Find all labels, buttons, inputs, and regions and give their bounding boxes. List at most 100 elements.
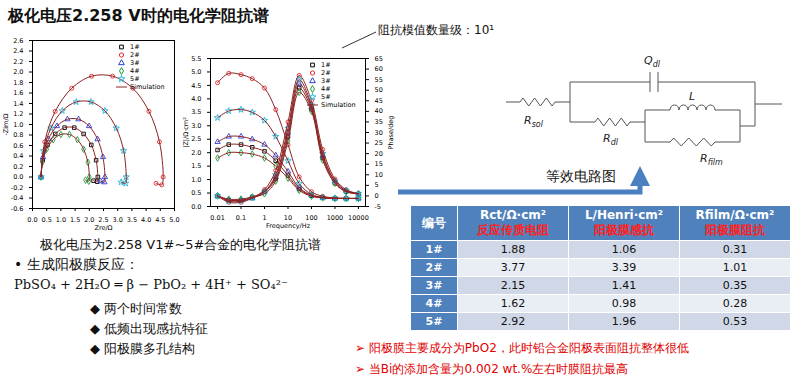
- svg-text:2.0: 2.0: [84, 216, 94, 224]
- html-text:极化电压2.258 V时的电化学阻抗谱: 极化电压2.258 V时的电化学阻抗谱: [8, 6, 269, 25]
- svg-text:-0.4: -0.4: [11, 194, 24, 202]
- svg-text:0.1: 0.1: [236, 214, 246, 222]
- svg-text:5: 5: [375, 181, 379, 189]
- svg-text:40: 40: [375, 107, 383, 115]
- svg-text:4.5: 4.5: [155, 216, 165, 224]
- html-text:➢ 阳极膜主要成分为PbO2，此时铅合金阳极表面阻抗整体很低: ➢ 阳极膜主要成分为PbO2，此时铅合金阳极表面阻抗整体很低: [355, 341, 689, 355]
- html-text:编号: 编号: [422, 215, 446, 230]
- svg-text:3.5: 3.5: [127, 216, 137, 224]
- html-text:1.88: 1.88: [500, 243, 526, 256]
- svg-text:1.8: 1.8: [13, 79, 23, 87]
- svg-text:5.0: 5.0: [191, 68, 201, 76]
- html-text:阳极膜感抗: 阳极膜感抗: [594, 223, 654, 237]
- svg-text:Qdl: Qdl: [644, 54, 661, 69]
- svg-text:Phase/deg: Phase/deg: [387, 116, 395, 150]
- svg-text:55: 55: [375, 76, 383, 84]
- svg-text:0.2: 0.2: [13, 163, 23, 171]
- svg-text:-0.6: -0.6: [11, 205, 24, 213]
- svg-text:2.4: 2.4: [13, 47, 23, 55]
- svg-text:0.01: 0.01: [210, 214, 224, 222]
- svg-text:Rfilm: Rfilm: [700, 152, 723, 167]
- svg-text:1#: 1#: [321, 61, 331, 69]
- svg-text:35: 35: [375, 118, 383, 126]
- svg-text:30: 30: [375, 129, 383, 137]
- html-text:PbSO₄ + 2H₂O ═ β − PbO₂ + 4H⁺: PbSO₄ + 2H₂O ═ β − PbO₂ + 4H⁺ + SO₄²⁻: [14, 277, 288, 292]
- svg-text:1.5: 1.5: [70, 216, 80, 224]
- svg-text:Zre/Ω: Zre/Ω: [94, 224, 112, 232]
- svg-text:5.0: 5.0: [169, 216, 179, 224]
- svg-text:-Zim/Ω: -Zim/Ω: [2, 113, 10, 135]
- html-text:阻抗模值数量级：10¹: 阻抗模值数量级：10¹: [378, 23, 495, 37]
- svg-text:4.5: 4.5: [191, 81, 201, 89]
- html-text:阳极膜阻抗: 阳极膜阻抗: [705, 223, 765, 237]
- svg-text:Simulation: Simulation: [130, 83, 165, 91]
- svg-text:2.0: 2.0: [13, 68, 23, 76]
- svg-text:10: 10: [375, 171, 383, 179]
- html-text:◆ 阳极膜多孔结构: ◆ 阳极膜多孔结构: [90, 341, 196, 356]
- svg-text:2.0: 2.0: [191, 149, 201, 157]
- html-text:L/Henri·cm²: L/Henri·cm²: [584, 208, 664, 222]
- svg-text:1.0: 1.0: [13, 121, 23, 129]
- svg-text:2.5: 2.5: [191, 135, 201, 143]
- svg-text:3.5: 3.5: [191, 108, 201, 116]
- svg-text:25: 25: [375, 139, 383, 147]
- svg-text:L: L: [689, 90, 695, 103]
- svg-text:0.8: 0.8: [13, 131, 23, 139]
- svg-text:4.0: 4.0: [141, 216, 151, 224]
- html-text:◆ 两个时间常数: ◆ 两个时间常数: [90, 301, 183, 316]
- svg-text:3.0: 3.0: [191, 122, 201, 130]
- svg-text:3#: 3#: [321, 77, 331, 85]
- svg-text:0.0: 0.0: [27, 216, 37, 224]
- html-text:Rfilm/Ω·cm²: Rfilm/Ω·cm²: [695, 208, 775, 222]
- svg-text:2#: 2#: [130, 51, 140, 59]
- svg-text:1.0: 1.0: [191, 176, 201, 184]
- html-text:1#: 1#: [425, 243, 443, 256]
- svg-text:10000: 10000: [348, 214, 369, 222]
- svg-text:2#: 2#: [321, 69, 331, 77]
- svg-text:3#: 3#: [130, 59, 140, 67]
- svg-text:15: 15: [375, 160, 383, 168]
- html-text:Rct/Ω·cm²: Rct/Ω·cm²: [479, 208, 546, 222]
- svg-text:1.0: 1.0: [56, 216, 66, 224]
- svg-text:0.5: 0.5: [42, 216, 52, 224]
- svg-text:60: 60: [375, 65, 383, 73]
- svg-text:4#: 4#: [130, 67, 140, 75]
- svg-text:Rsol: Rsol: [524, 114, 544, 129]
- svg-text:|Z|/Ω·cm²: |Z|/Ω·cm²: [182, 117, 190, 148]
- svg-text:1000: 1000: [327, 214, 344, 222]
- html-text:◆ 低频出现感抗特征: ◆ 低频出现感抗特征: [90, 321, 209, 336]
- svg-text:Frequency/Hz: Frequency/Hz: [266, 222, 311, 230]
- svg-text:1.4: 1.4: [13, 100, 23, 108]
- svg-text:65: 65: [375, 55, 383, 63]
- svg-text:3.0: 3.0: [113, 216, 123, 224]
- svg-text:1.2: 1.2: [13, 110, 23, 118]
- svg-text:20: 20: [375, 150, 383, 158]
- svg-text:4.0: 4.0: [191, 95, 201, 103]
- svg-text:-0.2: -0.2: [11, 184, 24, 192]
- svg-text:5#: 5#: [321, 93, 331, 101]
- html-text:• 生成阳极膜反应：: • 生成阳极膜反应：: [14, 256, 139, 272]
- svg-text:2.6: 2.6: [13, 37, 23, 45]
- html-text:反应传质电阻: 反应传质电阻: [477, 223, 549, 237]
- html-text:➢ 当Bi的添加含量为0.002 wt.%左右时膜阻抗最高: ➢ 当Bi的添加含量为0.002 wt.%左右时膜阻抗最高: [355, 362, 629, 376]
- html-text:极化电压为2.258 V1#~5#合金的电化学阻抗谱: 极化电压为2.258 V1#~5#合金的电化学阻抗谱: [40, 237, 322, 252]
- svg-text:0.6: 0.6: [13, 142, 23, 150]
- svg-text:1.5: 1.5: [191, 162, 201, 170]
- svg-text:50: 50: [375, 86, 383, 94]
- svg-text:0.4: 0.4: [13, 152, 23, 160]
- svg-text:0.0: 0.0: [191, 203, 201, 211]
- svg-text:4#: 4#: [321, 85, 331, 93]
- svg-text:Simulation: Simulation: [321, 101, 356, 109]
- svg-text:1#: 1#: [130, 43, 140, 51]
- svg-text:0.5: 0.5: [191, 189, 201, 197]
- svg-text:2.2: 2.2: [13, 58, 23, 66]
- svg-text:-5: -5: [375, 203, 381, 211]
- svg-text:1.6: 1.6: [13, 89, 23, 97]
- svg-text:0: 0: [375, 192, 379, 200]
- svg-text:5.5: 5.5: [191, 55, 201, 63]
- svg-text:Rdl: Rdl: [603, 132, 619, 147]
- svg-text:0.0: 0.0: [13, 173, 23, 181]
- svg-text:5#: 5#: [130, 75, 140, 83]
- html-text:等效电路图: 等效电路图: [546, 168, 616, 184]
- svg-text:45: 45: [375, 97, 383, 105]
